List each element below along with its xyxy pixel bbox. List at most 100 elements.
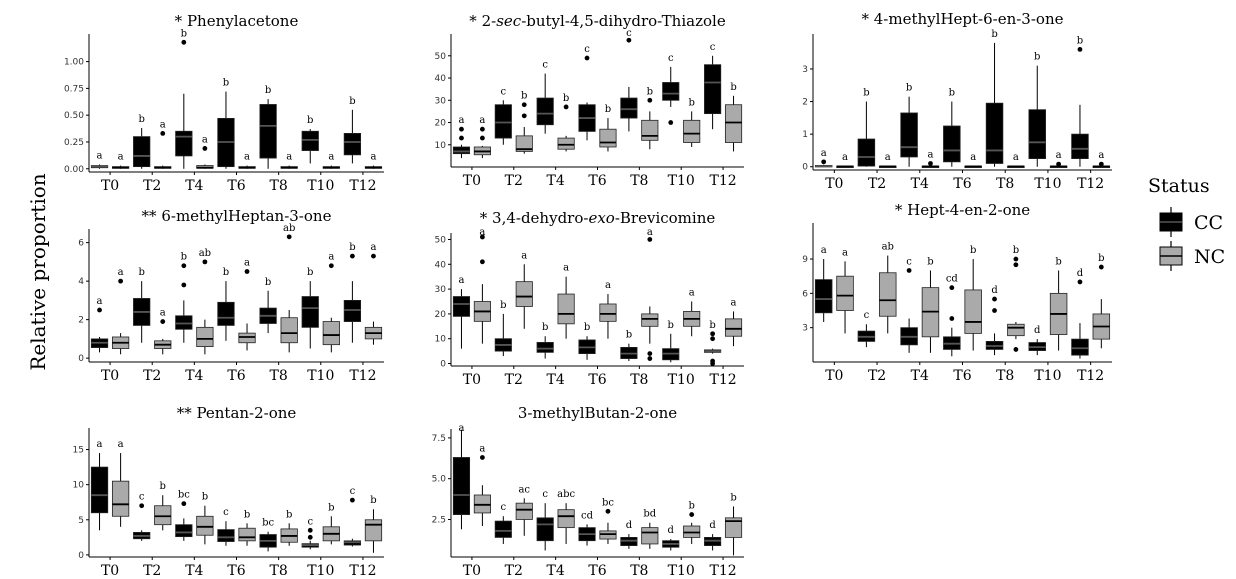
group-letter: b (668, 320, 674, 331)
group-letter: b (286, 509, 292, 520)
group-letter: a (927, 149, 933, 160)
box-nc-T8: bd (641, 509, 659, 549)
group-letter: bd (643, 509, 656, 520)
x-tick-label: T6 (227, 368, 245, 384)
box-body (724, 318, 743, 337)
box-nc-T4: a (557, 263, 575, 339)
group-letter: a (97, 150, 103, 161)
box-cc-T12: c (343, 486, 362, 547)
x-tick-label: T8 (630, 563, 648, 579)
group-letter: a (328, 252, 334, 263)
box-body (154, 505, 172, 526)
group-letter: a (118, 267, 124, 278)
y-tick-label: 3 (802, 324, 808, 334)
group-letter: c (584, 44, 590, 55)
x-tick-label: T10 (1034, 368, 1061, 384)
box-nc-T10: b (322, 502, 340, 545)
group-letter: bc (262, 518, 274, 529)
outlier-point (1013, 347, 1019, 352)
y-tick-label: 2.5 (432, 515, 446, 525)
group-letter: a (563, 263, 569, 274)
box-cc-T2: b (857, 88, 876, 167)
y-tick-label: 1 (802, 130, 808, 140)
outlier-point (563, 104, 569, 110)
y-tick-label: 40 (435, 74, 447, 84)
outlier-point (647, 97, 653, 103)
box-cc-T10: b (1028, 52, 1046, 167)
box-body (724, 517, 743, 538)
box-nc-T10: b (683, 97, 701, 147)
box-cc-T8: b (259, 85, 277, 169)
group-letter: b (307, 115, 313, 126)
group-letter: a (202, 134, 208, 145)
box-body (599, 303, 617, 322)
outlier-point (286, 234, 292, 240)
x-tick-label: T12 (349, 368, 376, 384)
box-nc-T10: b (683, 501, 701, 544)
group-letter: a (821, 245, 827, 256)
panel-6: * Hept-4-en-2-one 3 6 9 T0 T2 T4 T6 T8 T10 T12 a c c c… (802, 201, 1112, 384)
group-letter: d (1034, 325, 1041, 336)
y-tick-label: 1.00 (64, 58, 84, 68)
y-tick-label: 0.25 (64, 138, 84, 148)
x-tick-label: T2 (143, 178, 161, 194)
group-letter: d (709, 520, 716, 531)
y-tick-label: 20 (435, 119, 447, 129)
significance-marker: * (469, 12, 481, 30)
box-nc-T0: a (473, 227, 491, 344)
group-letter: ab (283, 223, 295, 234)
group-letter: b (181, 28, 187, 39)
panel-title: * Phenylacetone (175, 12, 299, 30)
group-letter: b (223, 267, 229, 278)
group-letter: a (244, 258, 250, 269)
outlier-point (459, 126, 464, 132)
box-cc-T4: c (536, 489, 554, 551)
group-letter: b (1077, 35, 1083, 46)
group-letter: c (864, 310, 870, 321)
group-letter: b (730, 82, 736, 93)
x-tick-label: T10 (307, 178, 334, 194)
outlier-point (202, 259, 208, 265)
box-body (196, 326, 214, 347)
group-letter: d (668, 525, 675, 536)
box-cc-T6: c (217, 507, 235, 546)
panel-5: * 3,4-dehydro-exo-Brevicomine 0 10 20 30 40 50… (435, 209, 744, 388)
x-tick-label: T0 (825, 176, 843, 192)
outlier-point (1056, 161, 1062, 167)
box-body (536, 97, 554, 126)
group-letter: bc (178, 490, 190, 501)
y-tick-label: 0 (78, 551, 84, 561)
box-nc-T2: b (154, 481, 172, 531)
group-letter: c (501, 86, 507, 97)
box-body (964, 289, 982, 334)
outlier-point (647, 237, 653, 242)
outlier-point (181, 501, 187, 507)
box-nc-T4: a (921, 149, 940, 168)
box-nc-T8: ab (280, 223, 298, 353)
group-letter: b (138, 114, 144, 125)
x-tick-label: T4 (185, 368, 203, 384)
box-body (814, 279, 833, 314)
box-body (641, 313, 659, 327)
group-letter: b (709, 320, 715, 331)
box-nc-T6: bc (599, 497, 617, 544)
box-body (238, 527, 256, 542)
box-cc-T2: b (494, 300, 512, 357)
box-body (1071, 338, 1089, 356)
box-nc-T4: ab (196, 248, 214, 355)
group-letter: cd (946, 274, 959, 285)
group-letter: d (1077, 268, 1084, 279)
box-body (217, 529, 235, 542)
group-letter: b (138, 267, 144, 278)
box-cc-T0: a (90, 296, 109, 353)
panels: * Phenylacetone 0.00 0.25 0.50 0.75 1.00 T0 T2 T… (64, 10, 1112, 579)
group-letter: d (991, 285, 998, 296)
y-tick-label: 0 (802, 163, 808, 173)
y-tick-label: 0.50 (64, 111, 84, 121)
outlier-point (626, 37, 632, 43)
group-letter: a (842, 247, 848, 258)
x-tick-label: T8 (996, 176, 1014, 192)
group-letter: c (307, 516, 313, 527)
group-letter: bc (602, 497, 614, 508)
